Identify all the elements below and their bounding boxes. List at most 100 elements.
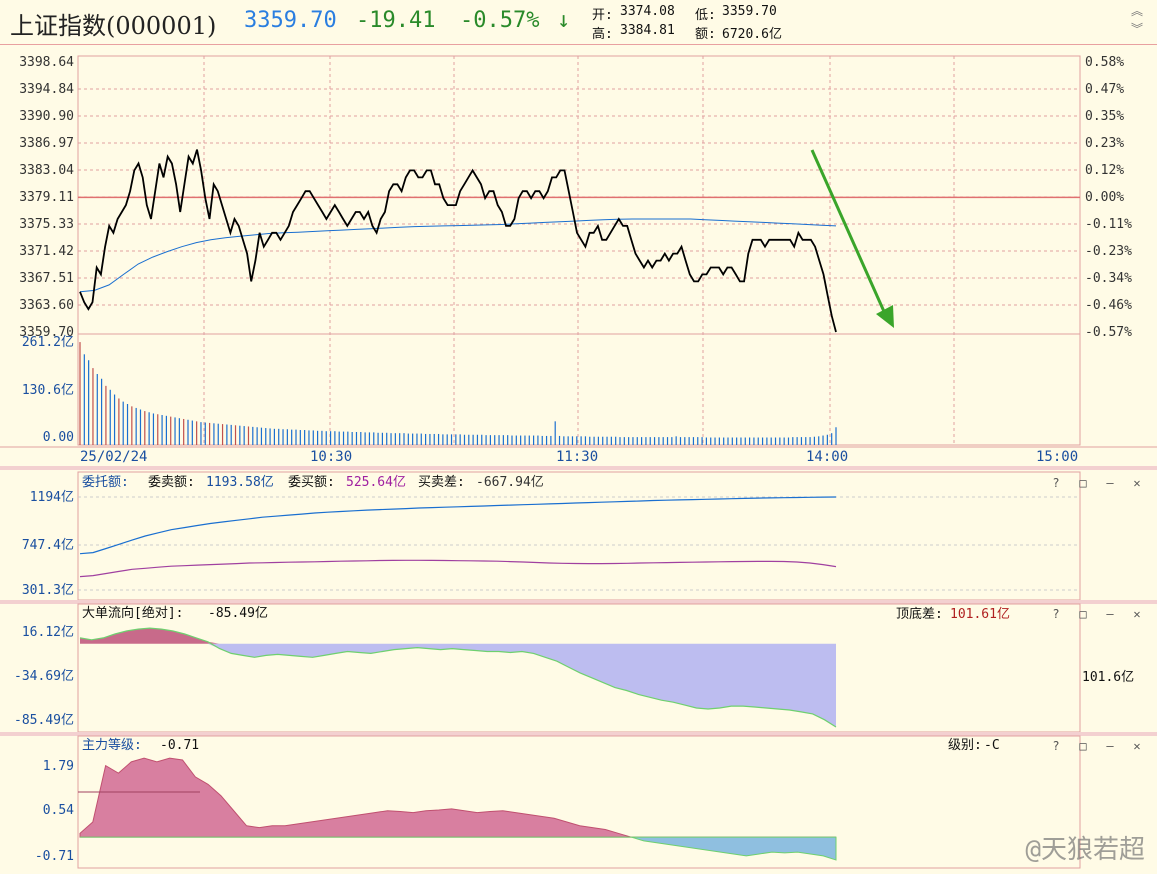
index-title: 上证指数(000001) (10, 12, 217, 40)
level-panel-frame (77, 735, 1081, 869)
collapse-down-icon[interactable]: ︾ (1130, 22, 1143, 36)
pct-axis-label: -0.57% (1085, 325, 1132, 340)
time-axis-label: 15:00 (1036, 449, 1078, 465)
maximize-icon[interactable]: □ (1079, 739, 1086, 753)
order-axis-label: 1194亿 (30, 490, 74, 505)
diff-value: -667.94亿 (476, 475, 544, 490)
high-label: 高: (592, 27, 613, 42)
amount-label: 额: (695, 27, 716, 42)
price-axis-label: 3383.04 (19, 163, 74, 178)
level-axis-label: 0.54 (43, 803, 74, 818)
buy-line (79, 559, 837, 578)
close-icon[interactable]: ✕ (1133, 739, 1140, 753)
help-icon[interactable]: ? (1052, 739, 1059, 753)
pct-axis-label: 0.23% (1085, 136, 1124, 151)
last-price: 3359.70 (244, 8, 337, 33)
level-value: -0.71 (160, 738, 199, 753)
trend-arrow-head-icon (876, 305, 894, 328)
grade-label: 级别: (948, 738, 982, 753)
pct-axis-label: 0.47% (1085, 82, 1124, 97)
pct-axis-label: -0.34% (1085, 271, 1132, 286)
spread-label: 顶底差: (896, 606, 943, 622)
level-axis-label: -0.71 (35, 849, 74, 864)
expand-up-icon[interactable]: ︽ (1130, 4, 1143, 18)
trend-arrow-icon (810, 149, 888, 317)
pct-axis-label: 0.35% (1085, 109, 1124, 124)
price-axis-label: 3390.90 (19, 109, 74, 124)
volume-panel-frame (77, 333, 1081, 446)
diff-label: 买卖差: (418, 475, 465, 490)
order-panel-frame (77, 471, 1081, 601)
sell-label: 委卖额: (148, 475, 195, 490)
order-label: 委托额: (82, 475, 129, 490)
volume-axis-label: 261.2亿 (22, 335, 74, 350)
time-axis-label: 11:30 (556, 449, 598, 465)
low-label: 低: (695, 8, 716, 23)
close-icon[interactable]: ✕ (1133, 476, 1140, 490)
quote-header: 上证指数(000001) 3359.70 -19.41 -0.57% ↓ 开: … (0, 0, 1157, 45)
level-label: 主力等级: (82, 737, 142, 753)
pct-axis-label: -0.46% (1085, 298, 1132, 313)
level-axis-label: 1.79 (43, 759, 74, 774)
buy-value: 525.64亿 (346, 475, 406, 490)
panel-separator (0, 600, 1157, 604)
price-axis-label: 3375.33 (19, 217, 74, 232)
price-axis-label: 3363.60 (19, 298, 74, 313)
sell-value: 1193.58亿 (206, 475, 274, 490)
flow-axis-label: 16.12亿 (22, 625, 74, 640)
price-axis-label: 3371.42 (19, 244, 74, 259)
flow-axis-label: -85.49亿 (14, 713, 74, 728)
pct-axis-label: -0.11% (1085, 217, 1132, 232)
price-axis-label: 3398.64 (19, 55, 74, 70)
time-axis-label: 10:30 (310, 449, 352, 465)
price-line (79, 149, 837, 333)
price-axis-label: 3394.84 (19, 82, 74, 97)
flow-right-value: 101.6亿 (1082, 670, 1134, 685)
price-axis-label: 3367.51 (19, 271, 74, 286)
price-axis-label: 3386.97 (19, 136, 74, 151)
spread-value: 101.61亿 (950, 607, 1010, 622)
price-panel-frame (77, 55, 1081, 335)
level-negative-area (80, 836, 837, 861)
flow-value: -85.49亿 (208, 606, 268, 621)
pct-axis-label: -0.23% (1085, 244, 1132, 259)
maximize-icon[interactable]: □ (1079, 607, 1086, 621)
flow-positive-area (80, 628, 836, 644)
order-axis-label: 301.3亿 (22, 583, 74, 598)
help-icon[interactable]: ? (1052, 607, 1059, 621)
watermark: @天狼若超 (1025, 835, 1145, 865)
buy-label: 委买额: (288, 475, 335, 490)
time-axis-label: 14:00 (806, 449, 848, 465)
minimize-icon[interactable]: — (1106, 476, 1114, 490)
flow-line (79, 627, 837, 728)
maximize-icon[interactable]: □ (1079, 476, 1086, 490)
help-icon[interactable]: ? (1052, 476, 1059, 490)
minimize-icon[interactable]: — (1106, 607, 1114, 621)
volume-axis-label: 0.00 (43, 430, 74, 445)
flow-negative-area (80, 643, 836, 727)
time-axis-label: 25/02/24 (80, 449, 147, 465)
close-icon[interactable]: ✕ (1133, 607, 1140, 621)
panel-separator (0, 732, 1157, 736)
high-value: 3384.81 (620, 23, 675, 38)
price-axis-label: 3359.70 (19, 325, 74, 340)
pct-axis-label: 0.12% (1085, 163, 1124, 178)
pct-axis-label: 0.00% (1085, 190, 1124, 205)
price-change: -19.41 (356, 8, 436, 33)
pct-axis-label: 0.58% (1085, 55, 1124, 70)
open-value: 3374.08 (620, 4, 675, 19)
price-axis-label: 3379.11 (19, 190, 74, 205)
down-arrow-icon: ↓ (557, 8, 571, 33)
amount-value: 6720.6亿 (722, 27, 782, 42)
price-change-pct: -0.57% (460, 8, 540, 33)
flow-label: 大单流向[绝对]: (82, 605, 183, 621)
low-value: 3359.70 (722, 4, 777, 19)
minimize-icon[interactable]: — (1106, 739, 1114, 753)
volume-axis-label: 130.6亿 (22, 383, 74, 398)
open-label: 开: (592, 8, 613, 23)
panel-separator (0, 466, 1157, 470)
order-axis-label: 747.4亿 (22, 538, 74, 553)
level-positive-area (79, 757, 836, 838)
